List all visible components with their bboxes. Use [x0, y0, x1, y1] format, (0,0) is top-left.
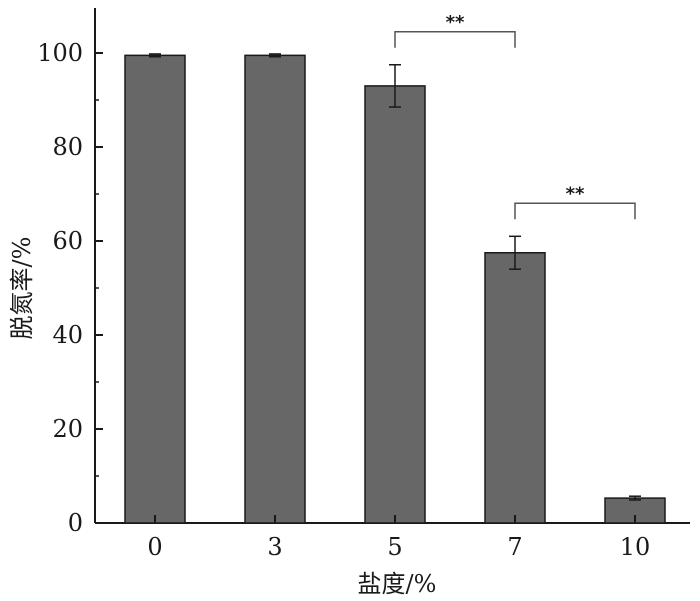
y-tick-label-0: 0	[68, 509, 83, 537]
bar-0	[124, 54, 186, 524]
significance-label-1: **	[446, 12, 465, 33]
y-tick-label-20: 20	[52, 415, 83, 443]
bar-5	[364, 85, 426, 524]
significance-bracket-2	[514, 202, 636, 220]
significance-bracket-1	[394, 31, 516, 48]
significance-label-2: **	[566, 183, 585, 204]
x-tick-label-3: 3	[267, 533, 282, 561]
y-tick-label-100: 100	[37, 39, 83, 67]
bar-7	[484, 252, 546, 524]
x-tick-label-0: 0	[147, 533, 162, 561]
y-tick-label-40: 40	[52, 321, 83, 349]
x-tick-label-5: 5	[387, 533, 402, 561]
y-tick-label-60: 60	[52, 227, 83, 255]
y-tick-label-80: 80	[52, 133, 83, 161]
x-tick-label-10: 10	[620, 533, 651, 561]
y-axis-title: 脱氮率/%	[8, 237, 36, 340]
plot-area: 0 20 40 60 80 100 0 3 5 7 10 ** **	[37, 8, 690, 561]
x-tick-label-7: 7	[507, 533, 522, 561]
bar-3	[244, 54, 306, 524]
x-axis-title: 盐度/%	[358, 570, 437, 598]
